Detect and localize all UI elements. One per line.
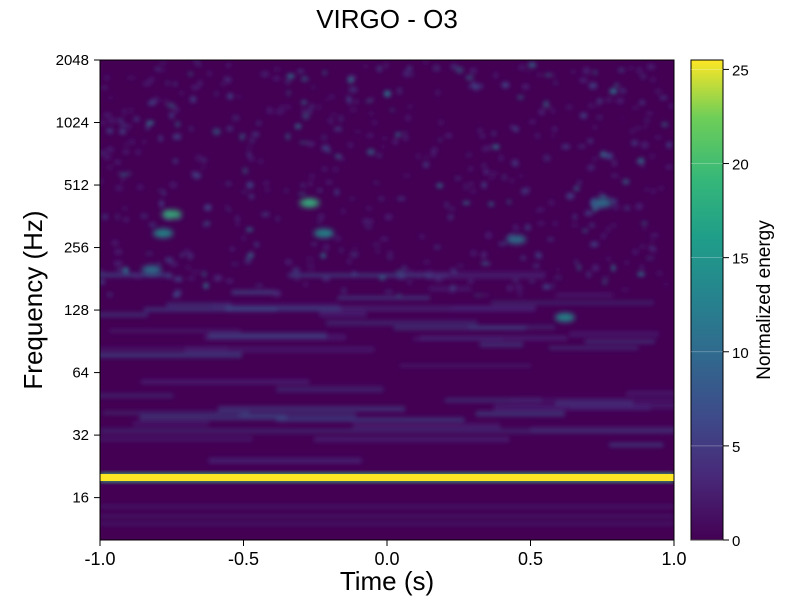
- colorbar-gradient: [690, 59, 724, 541]
- energy-blob: [592, 198, 613, 208]
- colorbar-label: Normalized energy: [754, 220, 775, 380]
- y-axis: 16 32 64 128 256 512 1024 2048: [56, 52, 100, 507]
- energy-blob: [161, 209, 182, 219]
- energy-blob: [153, 228, 174, 238]
- y-tick-label: 2048: [56, 52, 89, 69]
- y-tick-label: 64: [72, 365, 89, 382]
- noise-texture: [100, 60, 674, 525]
- x-tick-label: -1.0: [84, 549, 115, 569]
- signal-line: [100, 473, 674, 481]
- colorbar-tick-label: 25: [732, 62, 749, 79]
- plot-background: [100, 60, 674, 540]
- y-axis-label: Frequency (Hz): [18, 210, 48, 389]
- y-tick-label: 128: [64, 302, 89, 319]
- colorbar: 0 5 10 15 20 25 Normalized energy: [690, 59, 775, 550]
- y-tick-label: 32: [72, 427, 89, 444]
- x-tick-label: 1.0: [661, 549, 686, 569]
- energy-blob: [141, 265, 162, 275]
- x-tick-label: 0.5: [518, 549, 543, 569]
- x-tick-label: -0.5: [228, 549, 259, 569]
- energy-blob: [506, 234, 527, 244]
- colorbar-tick-label: 15: [732, 251, 749, 268]
- energy-features: [100, 198, 674, 483]
- y-tick-label: 512: [64, 177, 89, 194]
- y-tick-label: 16: [72, 490, 89, 507]
- chart-title: VIRGO - O3: [316, 4, 458, 34]
- colorbar-ticks: 0 5 10 15 20 25: [691, 62, 749, 550]
- colorbar-tick-label: 0: [732, 533, 740, 550]
- plot-area: [100, 60, 674, 540]
- x-tick-label: 0.0: [374, 549, 399, 569]
- energy-blob: [554, 312, 575, 322]
- colorbar-tick-label: 20: [732, 157, 749, 174]
- x-axis-label: Time (s): [340, 566, 434, 596]
- energy-blob: [299, 198, 320, 208]
- energy-blob: [313, 228, 334, 238]
- y-tick-label: 1024: [56, 115, 89, 132]
- colorbar-tick-label: 5: [732, 439, 740, 456]
- y-tick-label: 256: [64, 240, 89, 257]
- colorbar-tick-label: 10: [732, 345, 749, 362]
- x-axis: -1.0 -0.5 0.0 0.5 1.0: [84, 540, 687, 569]
